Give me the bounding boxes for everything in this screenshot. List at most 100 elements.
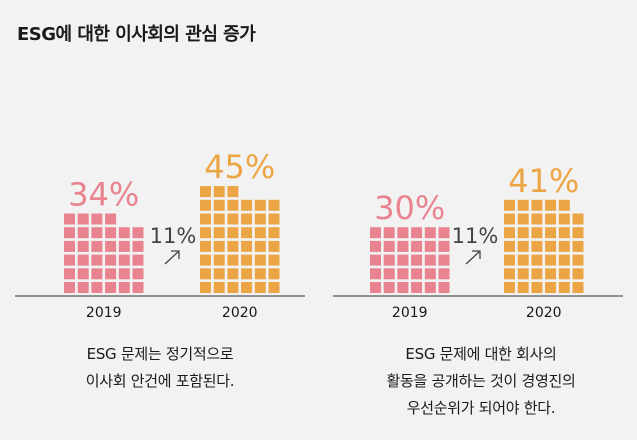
- waffle-cell: [200, 213, 211, 225]
- value-label: 45%: [204, 148, 275, 186]
- waffle-cell: [572, 254, 584, 266]
- chart-board-agenda: 34% 2019 45% 2020 11%: [15, 148, 305, 321]
- waffle-cell: [91, 268, 103, 280]
- category-label: 2020: [526, 305, 562, 321]
- change-label: 11%: [452, 224, 499, 248]
- waffle-cell: [504, 199, 515, 211]
- value-label: 41%: [508, 162, 579, 200]
- waffle-cell: [531, 213, 543, 225]
- waffle-bar-2019: [370, 227, 450, 293]
- waffle-cell: [77, 254, 89, 266]
- waffle-cell: [411, 227, 423, 239]
- waffle-cell: [558, 227, 570, 239]
- waffle-cell: [213, 213, 225, 225]
- waffle-cell: [517, 240, 529, 252]
- waffle-cell: [254, 254, 266, 266]
- waffle-cell: [370, 254, 381, 266]
- waffle-cell: [572, 213, 584, 225]
- waffle-cell: [397, 268, 409, 280]
- waffle-cell: [558, 199, 570, 211]
- waffle-cell: [504, 213, 515, 225]
- waffle-cell: [545, 254, 557, 266]
- waffle-cell: [504, 240, 515, 252]
- waffle-cell: [517, 213, 529, 225]
- waffle-cell: [572, 227, 584, 239]
- waffle-cell: [105, 227, 117, 239]
- waffle-cell: [545, 268, 557, 280]
- waffle-cell: [241, 199, 253, 211]
- waffle-cell: [91, 282, 103, 293]
- waffle-cell: [213, 240, 225, 252]
- waffle-cell: [558, 268, 570, 280]
- waffle-cell: [227, 282, 239, 293]
- waffle-cell: [254, 227, 266, 239]
- waffle-bar-2020: [200, 186, 280, 293]
- waffle-cell: [517, 282, 529, 293]
- waffle-bar-2020: [504, 199, 584, 293]
- page-title: ESG에 대한 이사회의 관심 증가: [17, 24, 256, 45]
- waffle-cell: [531, 282, 543, 293]
- waffle-cell: [118, 282, 130, 293]
- waffle-cell: [268, 227, 280, 239]
- waffle-cell: [227, 254, 239, 266]
- waffle-cell: [411, 268, 423, 280]
- waffle-cell: [200, 282, 211, 293]
- waffle-cell: [227, 213, 239, 225]
- waffle-cell: [370, 240, 381, 252]
- waffle-cell: [370, 282, 381, 293]
- waffle-cell: [77, 240, 89, 252]
- waffle-cell: [227, 240, 239, 252]
- waffle-cell: [200, 186, 211, 198]
- waffle-cell: [227, 199, 239, 211]
- waffle-cell: [200, 254, 211, 266]
- waffle-cell: [397, 240, 409, 252]
- waffle-cell: [572, 282, 584, 293]
- waffle-cell: [268, 282, 280, 293]
- waffle-cell: [383, 240, 395, 252]
- waffle-cell: [558, 240, 570, 252]
- waffle-cell: [383, 282, 395, 293]
- waffle-cell: [438, 254, 450, 266]
- waffle-cell: [64, 227, 75, 239]
- category-label: 2019: [392, 305, 428, 321]
- waffle-cell: [132, 227, 144, 239]
- waffle-cell: [397, 254, 409, 266]
- waffle-cell: [105, 240, 117, 252]
- change-label: 11%: [150, 224, 197, 248]
- waffle-cell: [227, 227, 239, 239]
- waffle-cell: [397, 282, 409, 293]
- waffle-cell: [268, 268, 280, 280]
- waffle-cell: [397, 227, 409, 239]
- waffle-cell: [383, 227, 395, 239]
- waffle-cell: [424, 282, 436, 293]
- waffle-cell: [438, 268, 450, 280]
- waffle-cell: [213, 186, 225, 198]
- waffle-cell: [531, 254, 543, 266]
- waffle-cell: [77, 213, 89, 225]
- waffle-cell: [517, 254, 529, 266]
- waffle-cell: [118, 268, 130, 280]
- waffle-cell: [241, 240, 253, 252]
- waffle-cell: [438, 240, 450, 252]
- waffle-cell: [64, 282, 75, 293]
- waffle-cell: [545, 282, 557, 293]
- waffle-cell: [424, 268, 436, 280]
- waffle-cell: [105, 282, 117, 293]
- waffle-cell: [213, 268, 225, 280]
- waffle-cell: [438, 227, 450, 239]
- waffle-cell: [545, 240, 557, 252]
- waffle-cell: [254, 268, 266, 280]
- waffle-cell: [517, 199, 529, 211]
- waffle-cell: [105, 254, 117, 266]
- waffle-cell: [91, 227, 103, 239]
- waffle-cell: [132, 282, 144, 293]
- chart-executive-priority: 30% 2019 41% 2020 11%: [333, 162, 623, 321]
- waffle-cell: [200, 268, 211, 280]
- category-label: 2020: [222, 305, 258, 321]
- waffle-cell: [241, 268, 253, 280]
- waffle-cell: [241, 282, 253, 293]
- waffle-cell: [241, 254, 253, 266]
- waffle-cell: [558, 254, 570, 266]
- waffle-cell: [132, 254, 144, 266]
- waffle-cell: [558, 213, 570, 225]
